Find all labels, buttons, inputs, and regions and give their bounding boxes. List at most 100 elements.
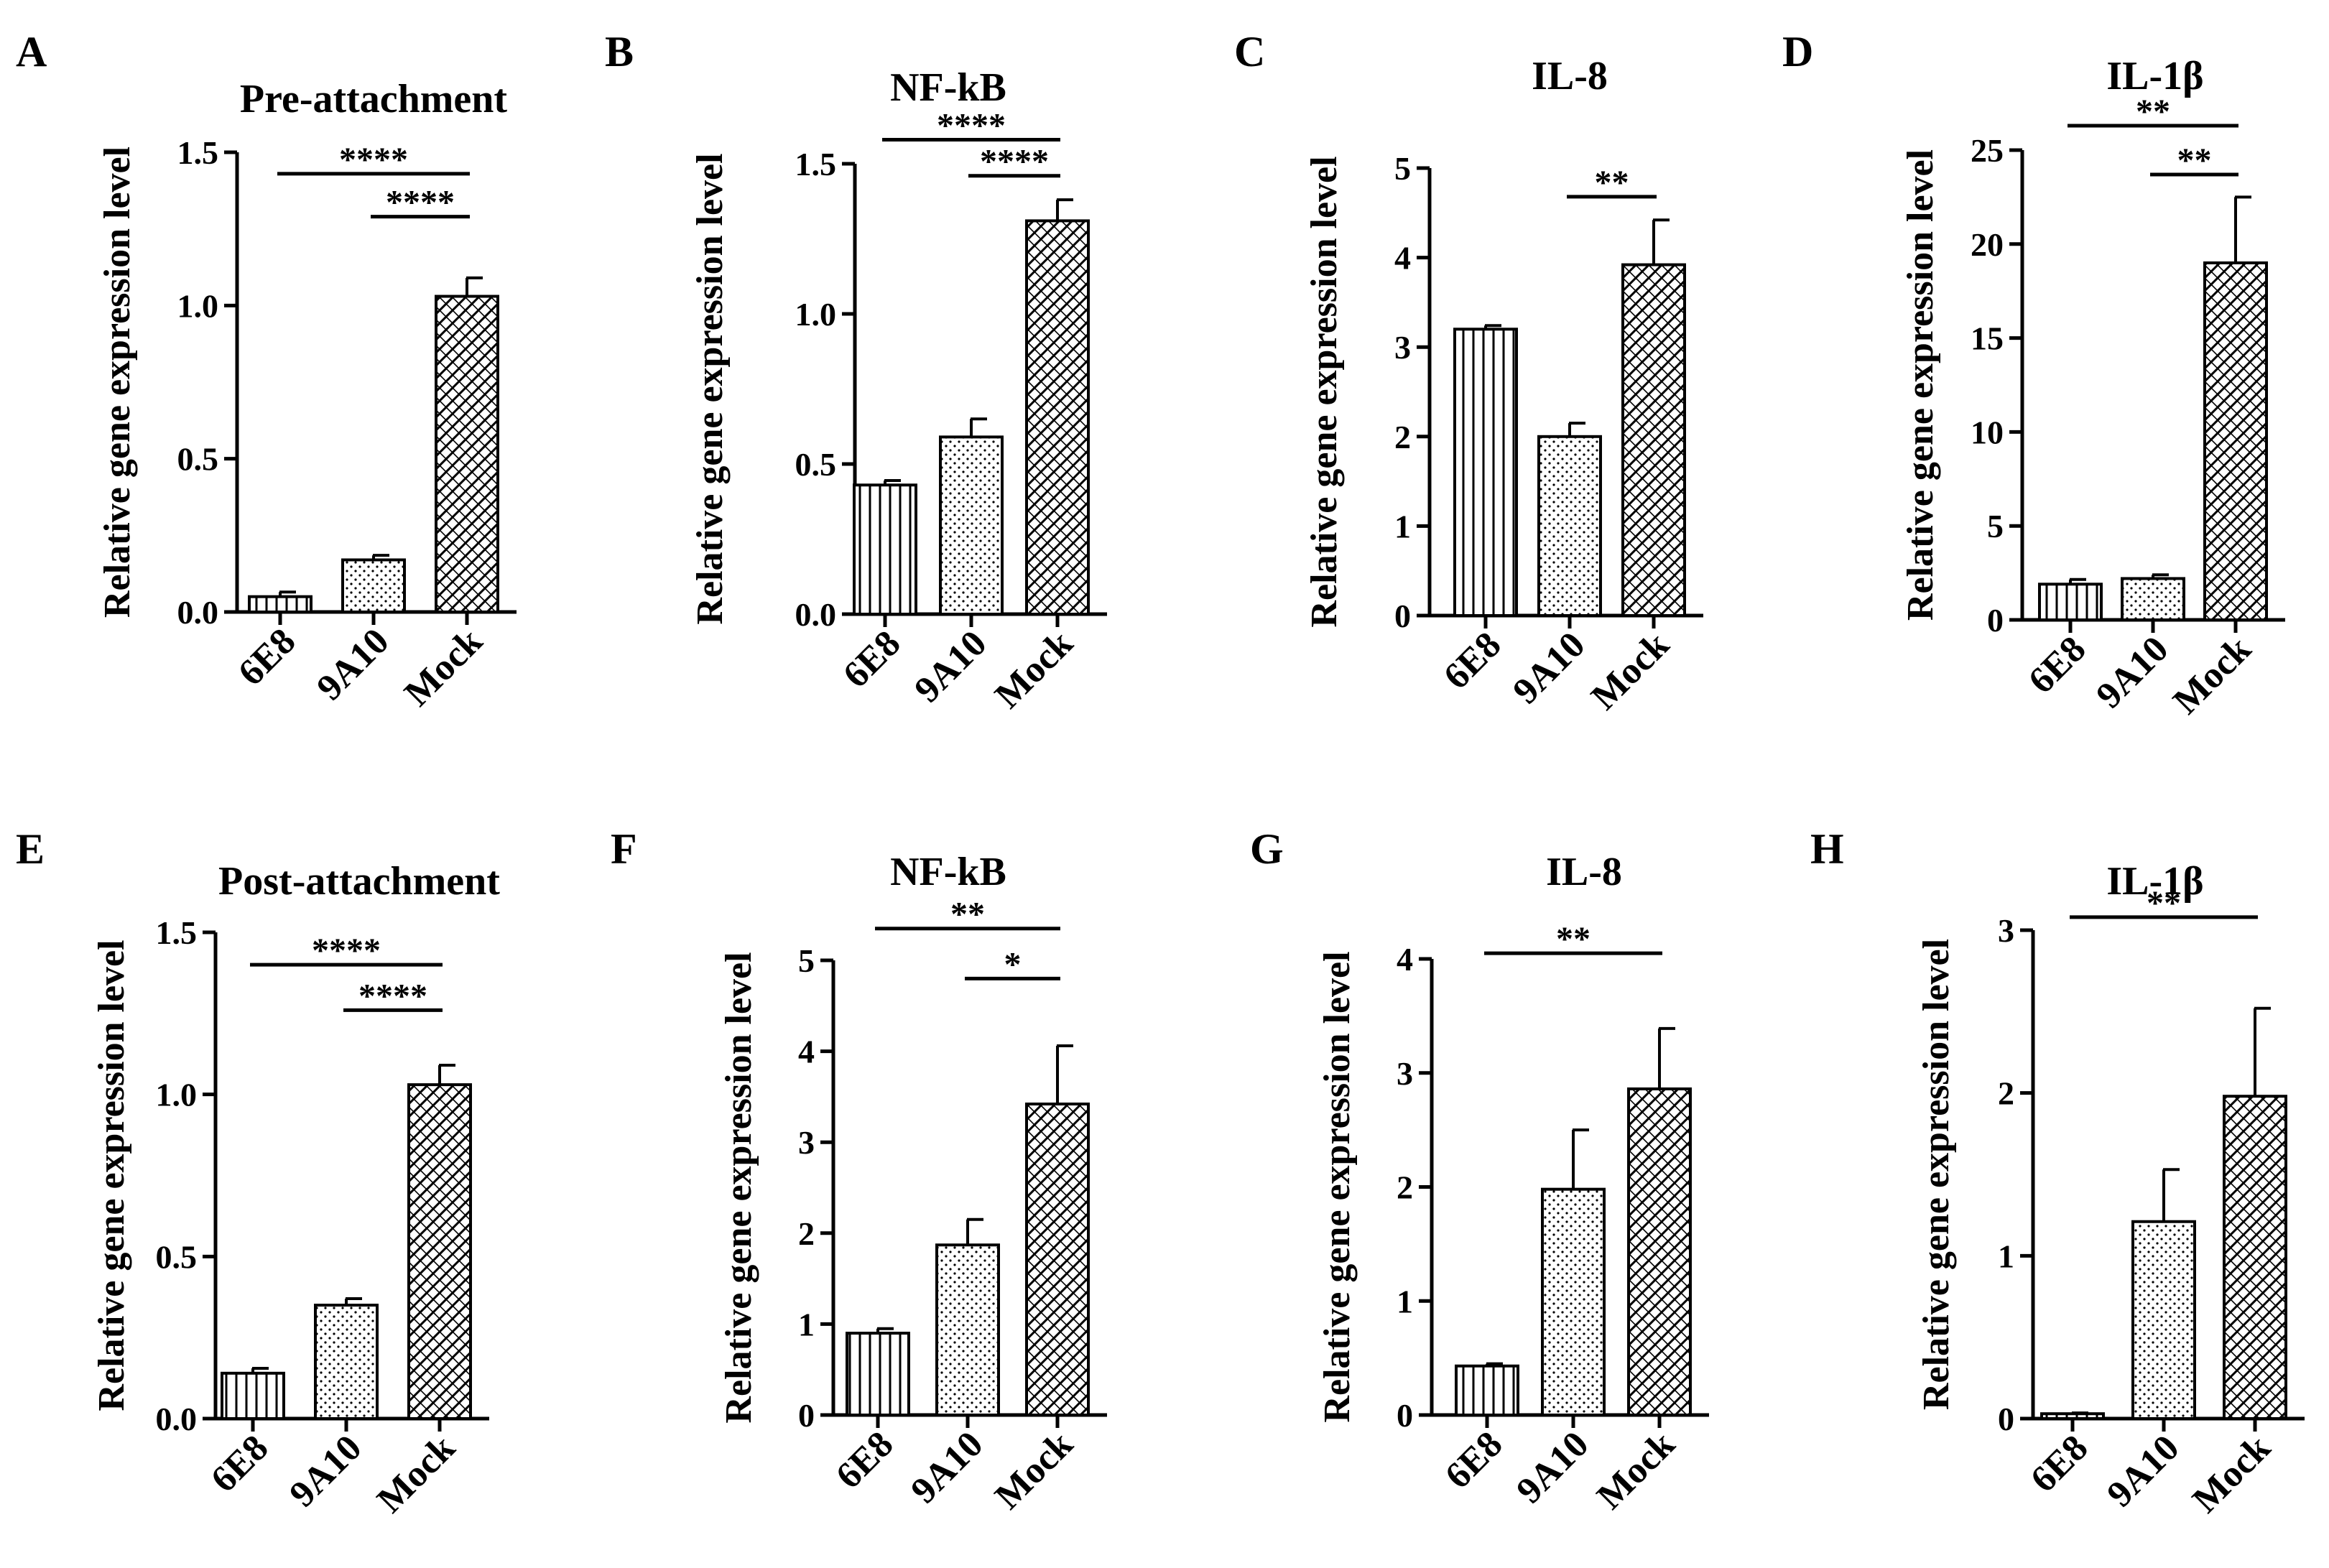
panel-e-bar-6e8 bbox=[221, 1371, 285, 1421]
panel-b-y-tick-label: 0.5 bbox=[795, 446, 837, 483]
panel-c-letter: C bbox=[1234, 28, 1265, 75]
panel-c-y-tick-label: 1 bbox=[1394, 508, 1411, 544]
panel-d-error-bar-mock bbox=[2234, 195, 2251, 263]
panel-c-bar-6e8 bbox=[1453, 328, 1518, 617]
panel-a-category-label-6e8: 6E8 bbox=[231, 621, 304, 694]
panel-a-category-label-mock: Mock bbox=[397, 621, 490, 714]
panel-f-category-label-9a10: 9A10 bbox=[903, 1424, 991, 1511]
panel-b-category-label-6e8: 6E8 bbox=[835, 623, 909, 696]
panel-h-error-bar-6e8 bbox=[2071, 1411, 2088, 1415]
panel-a-y-axis-label: Relative gene expression level bbox=[97, 147, 138, 618]
panel-a-letter: A bbox=[16, 28, 47, 75]
panel-f-y-tick-label: 5 bbox=[798, 942, 815, 979]
panel-b-significance-label: **** bbox=[937, 107, 1006, 145]
panel-d-y-tick-label: 10 bbox=[1971, 414, 2004, 450]
panel-d-y-tick-label: 15 bbox=[1971, 320, 2004, 357]
panel-c-significance-label: ** bbox=[1595, 164, 1629, 202]
panel-f-bar-mock bbox=[1025, 1103, 1090, 1416]
panel-c-y-tick-label: 0 bbox=[1394, 598, 1411, 634]
panel-h-error-bar-9a10 bbox=[2162, 1168, 2180, 1222]
panel-h-bar-9a10 bbox=[2131, 1220, 2196, 1420]
panel-h-title: IL-1β bbox=[2106, 859, 2203, 904]
panel-f-y-tick-label: 3 bbox=[798, 1124, 815, 1161]
panel-h-y-tick-label: 2 bbox=[1998, 1075, 2014, 1112]
panel-a-y-tick-label: 0.0 bbox=[177, 594, 219, 631]
panel-g-error-bar-9a10 bbox=[1572, 1128, 1589, 1189]
panel-f-y-tick-label: 0 bbox=[798, 1397, 815, 1434]
panel-b-category-label-mock: Mock bbox=[987, 623, 1080, 716]
panel-a-bar-9a10 bbox=[341, 558, 406, 614]
panel-a-error-bar-6e8 bbox=[279, 590, 296, 597]
panel-g-y-tick-label: 4 bbox=[1397, 941, 1413, 978]
panel-d-category-label-6e8: 6E8 bbox=[2021, 628, 2094, 702]
panel-h-category-label-mock: Mock bbox=[2185, 1427, 2278, 1521]
panel-e-category-label-mock: Mock bbox=[369, 1427, 463, 1521]
panel-g-title: IL-8 bbox=[1546, 850, 1622, 894]
panel-h-y-tick-label: 0 bbox=[1998, 1401, 2014, 1437]
panel-d-y-tick-label: 20 bbox=[1971, 226, 2004, 263]
panel-f-bar-6e8 bbox=[846, 1332, 910, 1417]
panel-a-significance-label: **** bbox=[339, 141, 408, 179]
panel-b-y-tick-label: 0.0 bbox=[795, 596, 837, 633]
panel-h-category-label-9a10: 9A10 bbox=[2099, 1427, 2187, 1515]
panel-a-y-tick-label: 1.0 bbox=[177, 287, 219, 324]
panel-b-category-label-9a10: 9A10 bbox=[907, 623, 994, 710]
panel-d-error-bar-9a10 bbox=[2152, 573, 2169, 579]
panel-c-y-axis-label: Relative gene expression level bbox=[1304, 156, 1345, 627]
panel-g-y-tick-label: 2 bbox=[1397, 1169, 1413, 1206]
panel-d-y-tick-label: 0 bbox=[1987, 602, 2004, 639]
panel-e-letter: E bbox=[16, 825, 45, 873]
panel-h: H IL-1β Relative gene expression level 0 1 2 3… bbox=[1810, 825, 2305, 1521]
panel-e-significance-label: **** bbox=[312, 932, 381, 970]
panel-e-y-tick-label: 0.5 bbox=[156, 1238, 198, 1275]
panel-e-error-bar-9a10 bbox=[345, 1297, 362, 1306]
panel-c-y-tick-label: 2 bbox=[1394, 419, 1411, 455]
panel-h-y-tick-label: 3 bbox=[1998, 912, 2014, 949]
panel-a-bar-6e8 bbox=[248, 595, 312, 614]
panel-h-y-tick-label: 1 bbox=[1998, 1238, 2014, 1274]
panel-c-title: IL-8 bbox=[1532, 54, 1608, 98]
panel-f-y-tick-label: 1 bbox=[798, 1306, 815, 1342]
panel-d-error-bar-6e8 bbox=[2069, 577, 2086, 585]
panel-d-category-label-mock: Mock bbox=[2165, 628, 2259, 722]
panel-f-error-bar-mock bbox=[1056, 1044, 1073, 1105]
panel-g-bar-9a10 bbox=[1541, 1187, 1606, 1417]
panel-e-error-bar-6e8 bbox=[251, 1367, 269, 1373]
panel-f-title: NF-kB bbox=[890, 850, 1006, 894]
panel-g-category-label-9a10: 9A10 bbox=[1509, 1424, 1596, 1511]
panel-b-title: NF-kB bbox=[890, 65, 1006, 110]
panel-f-error-bar-9a10 bbox=[966, 1217, 983, 1245]
panel-h-significance-label: ** bbox=[2147, 884, 2181, 922]
panel-g-category-label-6e8: 6E8 bbox=[1437, 1424, 1511, 1497]
panel-a-error-bar-mock bbox=[466, 276, 483, 297]
panel-a-bar-mock bbox=[435, 294, 499, 613]
panel-f-y-tick-label: 2 bbox=[798, 1215, 815, 1252]
panel-d-bar-6e8 bbox=[2038, 583, 2103, 622]
panel-g-y-axis-label: Relative gene expression level bbox=[1317, 951, 1358, 1422]
panel-a-error-bar-9a10 bbox=[372, 554, 389, 560]
panel-h-error-bar-mock bbox=[2254, 1006, 2271, 1097]
panel-c: C IL-8 Relative gene expression level 0 1 2 3 4… bbox=[1234, 28, 1703, 718]
panel-e-category-label-9a10: 9A10 bbox=[282, 1427, 369, 1515]
panel-g-error-bar-6e8 bbox=[1486, 1362, 1503, 1366]
panel-g-letter: G bbox=[1250, 825, 1284, 873]
panel-h-y-axis-label: Relative gene expression level bbox=[1916, 939, 1957, 1410]
panel-a-category-label-9a10: 9A10 bbox=[309, 621, 397, 708]
panel-f-y-tick-label: 4 bbox=[798, 1034, 815, 1070]
panel-e-y-tick-label: 1.0 bbox=[156, 1077, 198, 1113]
panel-b-y-tick-label: 1.5 bbox=[795, 146, 837, 182]
panel-g-error-bar-mock bbox=[1658, 1026, 1675, 1089]
panel-d-letter: D bbox=[1782, 28, 1813, 75]
panel-b-significance-label: **** bbox=[980, 143, 1049, 181]
panel-f-bar-9a10 bbox=[935, 1243, 1000, 1417]
panel-e: E Post-attachment Relative gene expression… bbox=[16, 825, 500, 1521]
panel-b-y-axis-label: Relative gene expression level bbox=[690, 153, 731, 624]
panel-a: A Pre-attachment Relative gene expression … bbox=[16, 28, 517, 714]
panel-d-y-tick-label: 25 bbox=[1971, 132, 2004, 169]
panel-e-title: Post-attachment bbox=[218, 859, 500, 904]
panel-b-error-bar-9a10 bbox=[970, 417, 987, 437]
panel-a-y-tick-label: 0.5 bbox=[177, 441, 219, 478]
panel-e-bar-mock bbox=[407, 1083, 472, 1421]
panel-f-significance-label: * bbox=[1004, 945, 1022, 983]
panel-b-error-bar-mock bbox=[1056, 198, 1073, 221]
